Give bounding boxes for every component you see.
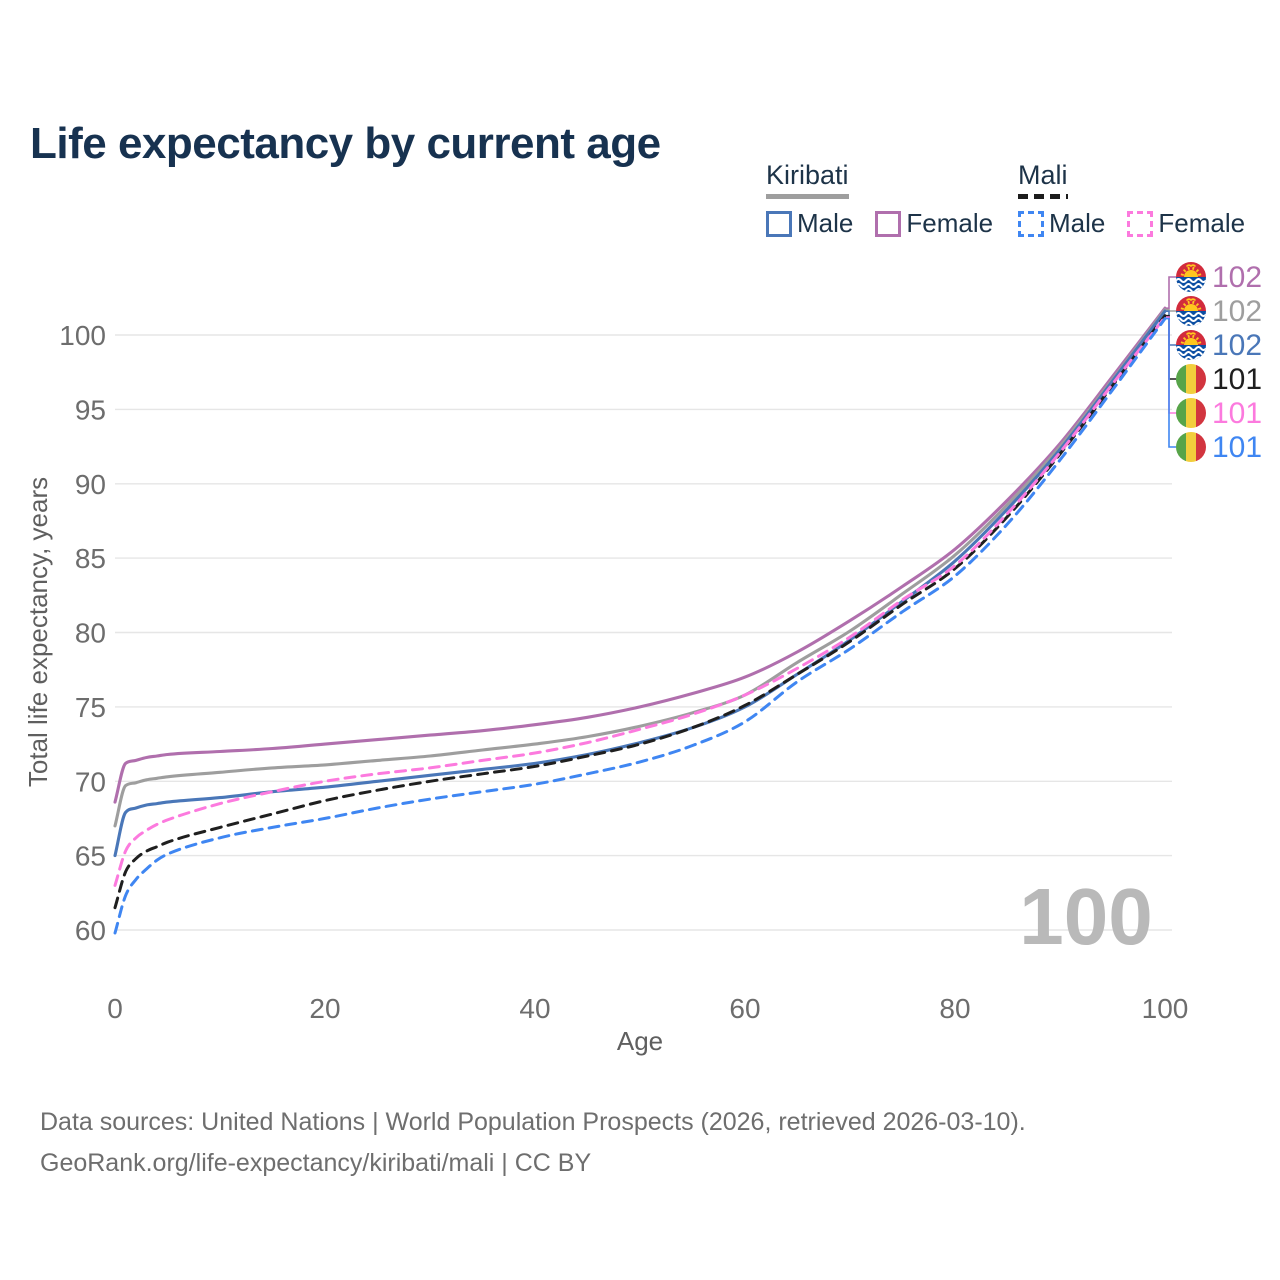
- y-tick-label: 95: [75, 394, 106, 425]
- axis-labels: 60 65 70 75 80 85 90 95 100 0 20 40 60 80 100 Age Total …: [23, 320, 1188, 1056]
- series-line-mali-male[interactable]: [113, 317, 1167, 935]
- end-label-connector: [1166, 276, 1176, 309]
- kiribati-flag-icon: [1176, 296, 1206, 326]
- end-label-connector: [1166, 317, 1176, 448]
- legend-swatch-solid-female-icon: [875, 210, 902, 237]
- series-line-kiribati-total[interactable]: [113, 308, 1167, 828]
- legend-underline-dashed: [1018, 194, 1068, 199]
- legend-item-kiribati-female[interactable]: Female: [875, 208, 993, 239]
- mali-flag-icon: [1176, 364, 1206, 394]
- y-tick-label: 100: [59, 320, 106, 351]
- legend-group-mali: Mali Male Female: [1018, 160, 1245, 239]
- legend-item-mali-male[interactable]: Male: [1018, 208, 1105, 239]
- legend-item-label: Female: [906, 208, 994, 238]
- legend-item-label: Male: [1049, 208, 1106, 238]
- legend-item-kiribati-male[interactable]: Male: [766, 208, 853, 239]
- data-sources-line: Data sources: United Nations | World Pop…: [40, 1108, 1026, 1136]
- series-line-mali-female[interactable]: [113, 315, 1167, 887]
- x-tick-label: 0: [107, 993, 123, 1024]
- legend-swatch-dashed-female-icon: [1127, 210, 1154, 237]
- y-tick-label: 90: [75, 469, 106, 500]
- x-tick-label: 100: [1142, 993, 1189, 1024]
- legend-swatch-dashed-male-icon: [1018, 210, 1044, 237]
- x-tick-label: 80: [939, 993, 970, 1024]
- x-tick-label: 40: [519, 993, 550, 1024]
- legend-country-kiribati[interactable]: Kiribati: [766, 160, 849, 199]
- footer: Data sources: United Nations | World Pop…: [40, 1102, 1026, 1184]
- y-tick-label: 65: [75, 841, 106, 872]
- gridlines: [115, 334, 1172, 931]
- legend-swatch-solid-male-icon: [766, 210, 792, 237]
- y-tick-label: 60: [75, 915, 106, 946]
- attribution-line: GeoRank.org/life-expectancy/kiribati/mal…: [40, 1149, 592, 1177]
- y-axis-title: Total life expectancy, years: [23, 477, 53, 787]
- series-lines: [113, 306, 1167, 935]
- x-axis-title: Age: [617, 1026, 663, 1056]
- age-watermark: 100: [1019, 872, 1152, 961]
- y-tick-label: 80: [75, 618, 106, 649]
- end-label-connector: [1166, 308, 1176, 312]
- end-label-connector: [1166, 316, 1176, 414]
- legend: Kiribati Male Female Mali Male: [0, 0, 1280, 250]
- series-line-kiribati-female[interactable]: [113, 306, 1167, 804]
- age-watermark-text: 100: [1019, 872, 1152, 961]
- legend-item-mali-female[interactable]: Female: [1127, 208, 1245, 239]
- legend-country-label: Mali: [1018, 160, 1068, 190]
- kiribati-flag-icon: [1176, 262, 1206, 292]
- chart-title: Life expectancy by current age: [30, 119, 661, 169]
- kiribati-flag-icon: [1176, 330, 1206, 360]
- end-value-label: 102: [1212, 295, 1262, 328]
- end-label-connector: [1166, 314, 1176, 380]
- legend-country-label: Kiribati: [766, 160, 849, 190]
- y-tick-label: 70: [75, 766, 106, 797]
- y-tick-label: 75: [75, 692, 106, 723]
- legend-item-label: Male: [797, 208, 854, 238]
- mali-flag-icon: [1176, 398, 1206, 428]
- legend-item-label: Female: [1158, 208, 1246, 238]
- end-value-label: 102: [1212, 261, 1262, 294]
- mali-flag-icon: [1176, 432, 1206, 462]
- series-line-kiribati-male[interactable]: [113, 309, 1167, 858]
- x-tick-label: 60: [729, 993, 760, 1024]
- legend-underline-solid: [766, 194, 849, 199]
- end-value-label: 101: [1212, 397, 1262, 430]
- end-value-label: 102: [1212, 329, 1262, 362]
- legend-country-mali[interactable]: Mali: [1018, 160, 1068, 199]
- end-value-label: 101: [1212, 363, 1262, 396]
- end-value-label: 101: [1212, 431, 1262, 464]
- x-tick-label: 20: [309, 993, 340, 1024]
- series-line-mali-total[interactable]: [113, 314, 1167, 910]
- y-tick-label: 85: [75, 543, 106, 574]
- legend-group-kiribati: Kiribati Male Female: [766, 160, 993, 239]
